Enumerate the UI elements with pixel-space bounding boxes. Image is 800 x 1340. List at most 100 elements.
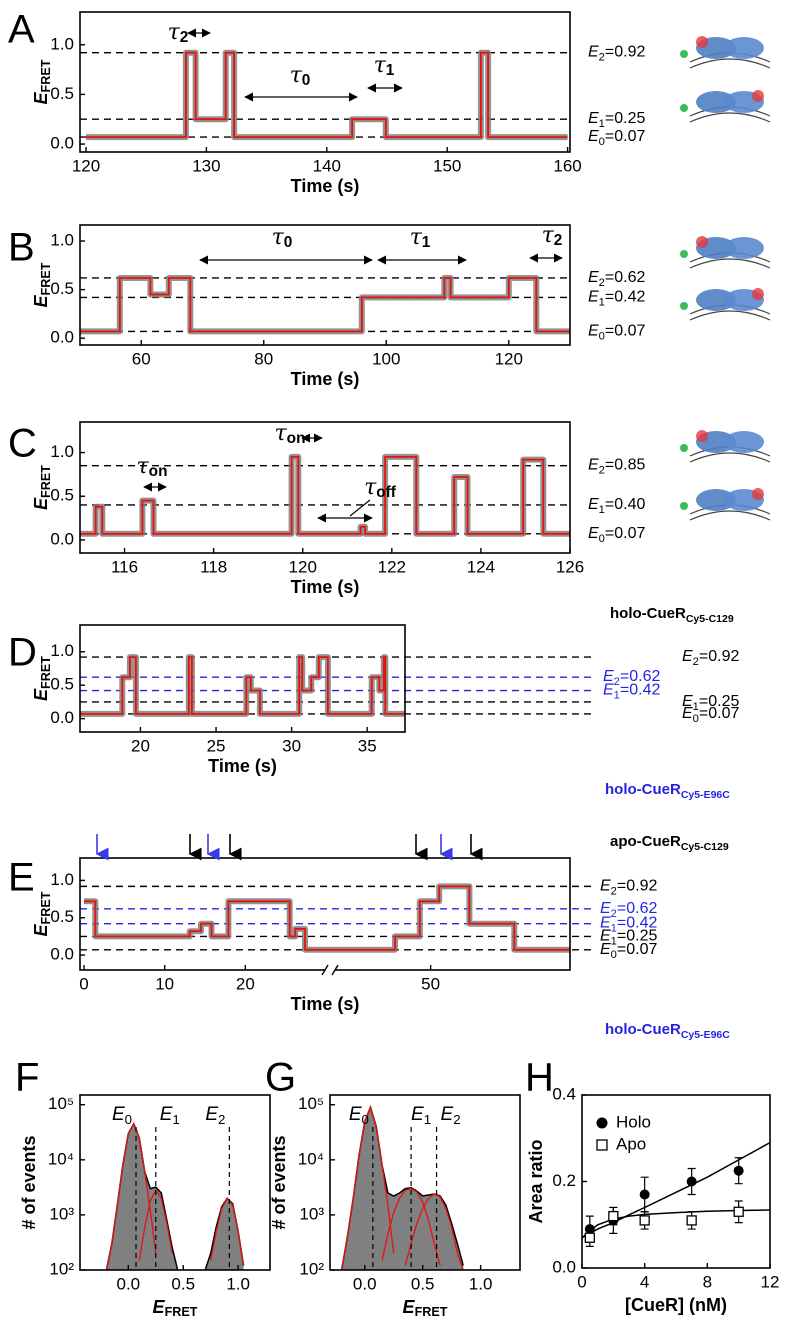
y-tick-label: 10⁴ (48, 1149, 74, 1168)
dwell-label-part: τ (272, 225, 285, 250)
level-label-part: 2 (599, 277, 605, 289)
dwell-label-part: 1 (386, 62, 395, 79)
level-label-part: E (588, 110, 599, 127)
x-tick-label: 80 (254, 349, 273, 368)
fit-trace (84, 885, 570, 951)
x-tick-label: 160 (553, 156, 581, 175)
x-tick-label: 20 (131, 736, 150, 755)
dye-red (696, 430, 708, 442)
level-label-part: =0.92 (605, 44, 646, 61)
level-label-part: 1 (611, 923, 617, 935)
x-tick-label: 25 (207, 736, 226, 755)
y-axis-label-part: E (31, 688, 51, 701)
level-label-part: E (600, 941, 611, 958)
level-label-part: E (682, 648, 693, 665)
dwell-label-part: 2 (554, 232, 563, 249)
plot-frame (79, 1094, 271, 1271)
level-label-part: E (600, 878, 611, 895)
y-axis-label-part: E (31, 923, 51, 936)
level-label-part: 1 (599, 296, 605, 308)
level-label-part: E (588, 289, 599, 306)
level-label-part: E (588, 323, 599, 340)
y-axis-label: EFRET (31, 465, 54, 510)
x-tick-label: 1.0 (226, 1274, 250, 1293)
panel-letter: A (8, 8, 35, 52)
y-tick-label: 0.5 (50, 84, 74, 103)
level-label-part: 1 (693, 701, 699, 713)
level-label-part: =0.40 (605, 496, 646, 513)
raw-trace (80, 275, 570, 335)
protein (696, 489, 736, 511)
level-label: E2=0.62 (588, 269, 645, 289)
plot-frame (581, 1094, 771, 1269)
dwell-label-part: τ (168, 20, 181, 45)
axis-break-gap (325, 964, 335, 976)
fit-trace (80, 456, 570, 535)
construct-label-part: Cy5-C129 (686, 613, 734, 625)
level-label: E0=0.07 (588, 128, 645, 148)
level-label: E0=0.07 (588, 323, 645, 343)
y-axis-label-part: FRET (39, 262, 53, 295)
dwell-label-part: on (149, 463, 168, 480)
dye-red (752, 90, 764, 102)
level-label-part: =0.25 (617, 928, 658, 945)
level-label-part: 1 (599, 504, 605, 516)
y-axis-label: # of events (19, 1135, 39, 1229)
x-tick-label: 140 (313, 156, 341, 175)
histogram-area (341, 1107, 464, 1270)
level-label-part: 1 (599, 118, 605, 130)
construct-label-part: Cy5-C129 (681, 841, 729, 853)
x-axis-label: Time (s) (208, 756, 277, 776)
level-label-part: E (682, 705, 693, 722)
protein (724, 37, 764, 59)
panel-letter: C (8, 422, 37, 466)
dwell-label-part: τ (290, 63, 303, 88)
x-tick-label: 120 (72, 156, 100, 175)
y-axis-label: EFRET (31, 891, 54, 936)
x-tick-label: 120 (495, 349, 523, 368)
x-axis-label: EFRET (153, 1297, 198, 1320)
dwell-label-part: τ (364, 475, 377, 500)
dwell-label-part: τ (542, 223, 555, 248)
fit-trace (80, 277, 570, 333)
construct-label: holo-CueRCy5-E96C (605, 781, 730, 801)
level-label-part: 0 (693, 713, 699, 725)
level-label: E1=0.42 (588, 289, 645, 309)
x-tick-label: 100 (372, 349, 400, 368)
panel-letter: D (8, 631, 37, 675)
cartoon (680, 488, 771, 521)
y-axis-label-part: E (31, 294, 51, 307)
axis-break (321, 964, 339, 976)
level-label: E0=0.07 (588, 525, 645, 545)
x-axis-label-part: E (153, 1297, 166, 1317)
y-tick-label: 0.5 (50, 279, 74, 298)
y-axis-label-part: FRET (39, 59, 53, 92)
y-tick-label: 10⁵ (298, 1094, 324, 1113)
dwell-label-part: τ (410, 225, 423, 250)
x-tick-label: 1.0 (469, 1274, 493, 1293)
x-axis-label: Time (s) (291, 994, 360, 1014)
data-point (733, 1165, 744, 1176)
y-tick-label: 0.5 (50, 675, 74, 694)
cartoon (680, 36, 771, 69)
y-tick-label: 0.0 (50, 708, 74, 727)
construct-label-part: apo-CueR (610, 833, 681, 850)
peak-label: E1 (160, 1104, 180, 1127)
y-tick-label: 0.0 (50, 134, 74, 153)
y-tick-label: 10⁵ (48, 1094, 74, 1113)
dwell-label-part: off (376, 484, 397, 501)
data-point (584, 1232, 595, 1243)
gaussian-fit (381, 1187, 441, 1266)
x-tick-label: 30 (282, 736, 301, 755)
fit-trace (80, 656, 405, 715)
plot-frame (79, 421, 571, 554)
dye-green (680, 250, 688, 258)
dwell-label-part: τ (137, 454, 150, 479)
data-point (686, 1215, 697, 1226)
x-tick-label: 10 (155, 974, 174, 993)
raw-trace (86, 49, 568, 141)
y-tick-label: 10³ (299, 1204, 324, 1223)
level-label-part: =0.62 (620, 668, 661, 685)
level-label-part: 2 (611, 885, 617, 897)
